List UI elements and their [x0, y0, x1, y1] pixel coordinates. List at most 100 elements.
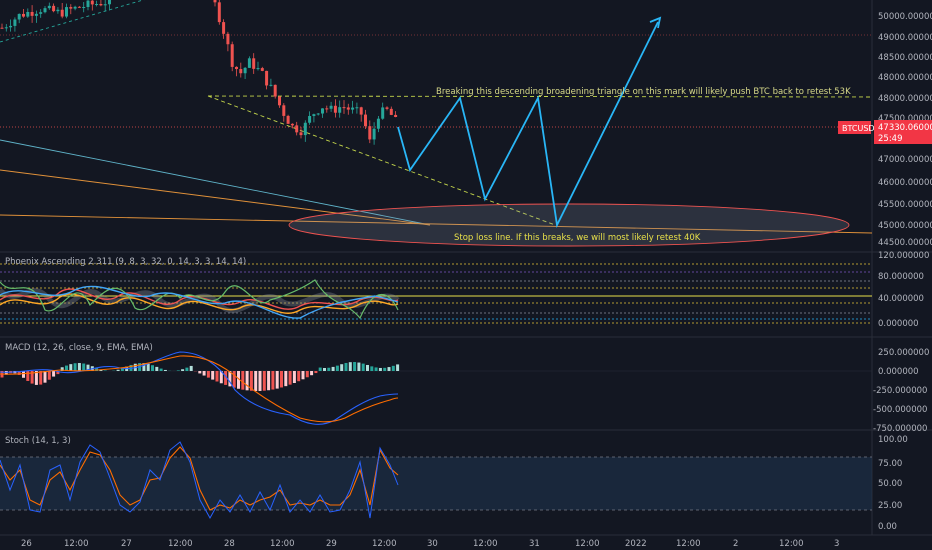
- macd-bar: [47, 371, 51, 380]
- macd-bar: [344, 362, 348, 371]
- candle-body: [338, 107, 342, 113]
- macd-title[interactable]: MACD (12, 26, close, 9, EMA, EMA): [5, 343, 153, 353]
- candle-body: [47, 5, 51, 9]
- macd-bar: [262, 371, 266, 391]
- macd-bar: [202, 371, 206, 376]
- macd-bar: [163, 369, 167, 371]
- candle-body: [265, 70, 269, 86]
- stoch-axis[interactable]: 100.00 75.00 50.00 25.00 0.00: [878, 435, 908, 532]
- time-tick: 12:00: [676, 539, 701, 549]
- phoenix-tick: 80.000000: [878, 272, 924, 282]
- time-axis[interactable]: 26 12:00 27 12:00 28 12:00 29 12:00 30 1…: [21, 539, 839, 549]
- macd-bar: [56, 371, 60, 375]
- symbol-badge: [838, 121, 871, 134]
- macd-bar: [224, 371, 228, 385]
- phoenix-tick: 120.000000: [878, 251, 929, 261]
- time-tick: 12:00: [575, 539, 600, 549]
- macd-bar: [331, 366, 335, 371]
- macd-bar: [232, 371, 236, 388]
- macd-bar: [267, 371, 271, 391]
- macd-bar: [43, 371, 47, 383]
- macd-bar: [310, 371, 314, 376]
- time-tick: 29: [326, 539, 337, 549]
- svg-text:45500.000000: 45500.000000: [878, 200, 932, 210]
- macd-signal-line: [0, 355, 399, 423]
- macd-bar: [318, 367, 322, 371]
- stop-loss-line: [0, 214, 873, 234]
- candle-body: [321, 108, 324, 114]
- macd-bar: [361, 363, 365, 371]
- candle-body: [108, 0, 111, 5]
- time-tick: 31: [529, 539, 540, 549]
- macd-bar: [69, 364, 73, 371]
- time-tick: 26: [21, 539, 32, 549]
- stoch-k-line: [0, 441, 399, 520]
- candle-body: [213, 0, 217, 3]
- phoenix-axis[interactable]: 120.000000 80.000000 40.000000 0.000000: [878, 251, 929, 329]
- macd-bar: [73, 363, 77, 371]
- breakout-annotation[interactable]: Breaking this descending broadening tria…: [436, 87, 851, 97]
- candle-body: [286, 115, 290, 124]
- support-zone-ellipse[interactable]: [288, 203, 850, 247]
- stoch-title[interactable]: Stoch (14, 1, 3): [5, 436, 71, 446]
- candle-body: [4, 27, 8, 29]
- macd-bar: [151, 365, 154, 371]
- macd-bar: [275, 371, 279, 389]
- macd-bar: [284, 371, 288, 387]
- time-tick: 12:00: [779, 539, 804, 549]
- macd-bar: [357, 362, 361, 371]
- macd-bar: [60, 367, 64, 371]
- macd-bar: [65, 365, 68, 371]
- price-tick: 46000.000000: [878, 178, 932, 188]
- stoch-band: [0, 457, 872, 510]
- macd-bar: [219, 371, 223, 384]
- macd-bar: [86, 364, 90, 371]
- candle-body: [69, 7, 73, 9]
- candle-body: [385, 107, 389, 109]
- macd-bar: [206, 371, 210, 378]
- phoenix-indicator: [0, 279, 400, 320]
- trendline-orange: [0, 169, 431, 226]
- price-tick: 49000.000000: [878, 33, 932, 43]
- price-badge-value: 47330.060000: [878, 123, 932, 133]
- macd-bar: [176, 370, 180, 371]
- macd-bar: [120, 368, 124, 371]
- macd-bar: [22, 371, 25, 378]
- phoenix-title[interactable]: Phoenix Ascending 2.311 (9, 8, 3, 32, 0,…: [5, 257, 246, 267]
- projection-path[interactable]: [397, 21, 659, 228]
- candle-body: [333, 105, 337, 113]
- phoenix-tick: 0.000000: [878, 319, 919, 329]
- candle-body: [243, 67, 247, 74]
- candle-body: [222, 22, 226, 34]
- price-tick: 45000.000000: [878, 221, 932, 231]
- macd-axis[interactable]: 250.000000 0.000000 -250.000000 -500.000…: [873, 348, 929, 434]
- macd-bar: [245, 371, 249, 391]
- candle-body: [273, 84, 277, 97]
- macd-bar: [34, 371, 38, 385]
- macd-bar: [297, 371, 301, 382]
- candle-body: [103, 4, 107, 6]
- macd-tick: -250.000000: [873, 386, 927, 396]
- candle-body: [351, 107, 355, 110]
- time-tick: 12:00: [372, 539, 397, 549]
- stoch-d-line: [0, 446, 399, 511]
- candle-body: [73, 6, 77, 9]
- stoch-tick: 100.00: [878, 435, 908, 445]
- macd-bar: [241, 371, 245, 390]
- macd-bar: [215, 371, 219, 382]
- price-axis[interactable]: 50000.000000 49000.000000 48000.000000 4…: [878, 12, 932, 248]
- macd-bar: [185, 367, 189, 371]
- candle-body: [9, 25, 13, 28]
- candle-body: [308, 116, 312, 123]
- stoch-tick: 75.00: [878, 459, 902, 469]
- macd-bar: [116, 369, 120, 371]
- macd-bar: [348, 362, 352, 371]
- candle-body: [39, 12, 43, 14]
- stoploss-annotation[interactable]: Stop loss line. If this breaks, we will …: [454, 233, 701, 243]
- stoch-tick: 50.00: [878, 479, 902, 489]
- macd-tick: -750.000000: [873, 424, 927, 434]
- candlestick-series: [0, 0, 398, 145]
- price-tick: 48000.000000: [878, 94, 932, 104]
- candle-body: [260, 68, 264, 71]
